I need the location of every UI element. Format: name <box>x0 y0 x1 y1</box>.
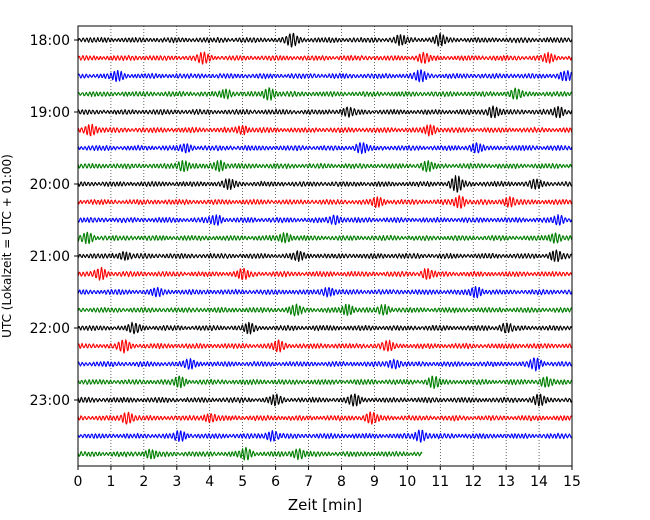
x-tick-label: 10 <box>398 474 416 490</box>
seismogram-trace <box>77 123 573 137</box>
seismogram-trace <box>77 69 573 83</box>
y-axis-ticks: 18:00 19:00 20:00 21:00 22:00 23:00 <box>30 33 78 409</box>
x-tick-label: 9 <box>370 474 379 490</box>
x-tick-label: 12 <box>464 474 482 490</box>
seismogram-trace <box>77 105 573 119</box>
y-tick-label: 19:00 <box>30 105 70 121</box>
y-tick-label: 23:00 <box>30 393 70 409</box>
y-tick-label: 18:00 <box>30 33 70 49</box>
x-tick-label: 4 <box>205 474 214 490</box>
seismogram-trace <box>77 142 573 155</box>
x-tick-label: 5 <box>238 474 247 490</box>
seismogram-trace <box>77 175 573 193</box>
y-tick-label: 21:00 <box>30 249 70 265</box>
seismogram-trace <box>77 51 573 65</box>
seismogram-trace <box>77 194 573 209</box>
x-axis-ticks: 0 1 2 3 4 5 6 7 8 9 10 11 12 13 14 15 <box>74 466 581 490</box>
seismogram-trace <box>77 87 573 101</box>
seismogram-trace <box>77 393 573 407</box>
seismogram-trace <box>77 411 573 425</box>
x-tick-label: 6 <box>271 474 280 490</box>
seismogram-trace <box>77 159 573 173</box>
seismogram-trace <box>77 357 573 372</box>
y-tick-label: 20:00 <box>30 177 70 193</box>
seismogram-trace <box>77 266 573 281</box>
x-tick-label: 2 <box>139 474 148 490</box>
seismogram-trace <box>77 249 573 263</box>
x-tick-label: 15 <box>563 474 581 490</box>
seismogram-trace <box>77 214 573 226</box>
seismogram-trace <box>77 32 573 48</box>
x-tick-label: 3 <box>172 474 181 490</box>
traces <box>77 32 573 461</box>
seismogram-trace <box>77 231 573 245</box>
x-tick-label: 0 <box>74 474 83 490</box>
x-axis-label: Zeit [min] <box>288 496 362 514</box>
seismogram-trace <box>77 286 573 299</box>
x-tick-label: 1 <box>106 474 115 490</box>
plot-frame <box>77 25 573 467</box>
seismogram-trace <box>77 446 423 461</box>
seismogram-trace <box>77 303 573 317</box>
vertical-gridlines <box>110 26 540 466</box>
seismogram-trace <box>77 339 573 354</box>
seismogram-trace <box>77 429 573 443</box>
seismogram-trace <box>77 321 573 335</box>
x-tick-label: 8 <box>337 474 346 490</box>
y-axis-label: UTC (Lokalzeit = UTC + 01:00) <box>0 154 14 338</box>
seismogram-trace <box>77 375 573 390</box>
x-tick-label: 14 <box>530 474 548 490</box>
y-tick-label: 22:00 <box>30 321 70 337</box>
x-tick-label: 11 <box>431 474 449 490</box>
x-tick-label: 7 <box>304 474 313 490</box>
x-tick-label: 13 <box>497 474 515 490</box>
